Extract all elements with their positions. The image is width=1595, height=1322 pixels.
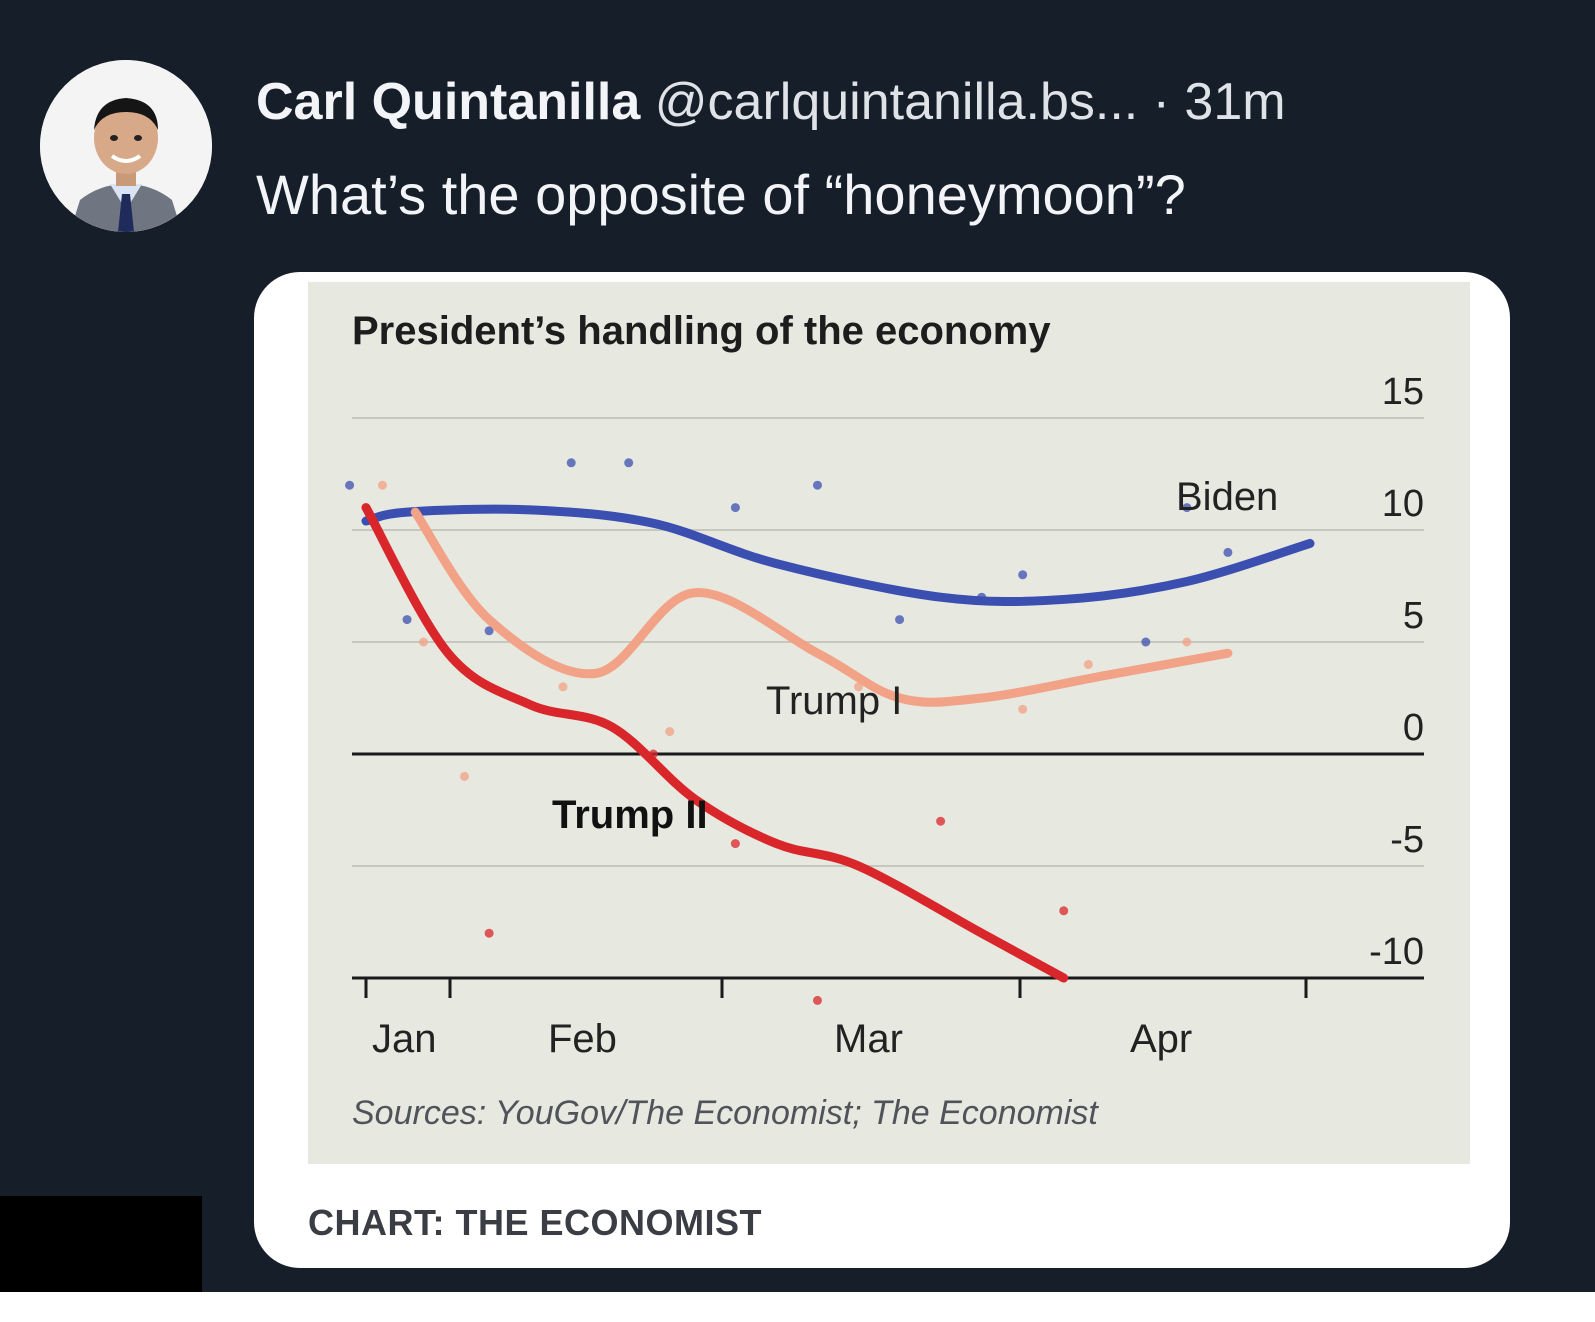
data-point-trump-ii [936, 816, 946, 826]
series-lines [361, 503, 1315, 983]
author-handle[interactable]: @carlquintanilla.bs... [654, 73, 1139, 131]
embedded-chart-card[interactable]: President’s handling of the economy 15 10… [254, 272, 1510, 1268]
series-label-biden: Biden [1176, 475, 1278, 519]
y-tick-label: 0 [1403, 707, 1424, 749]
series-line-trump-i [410, 507, 1233, 707]
series-label-trump-i: Trump I [766, 679, 902, 723]
x-tick-label: Feb [548, 1017, 617, 1061]
data-point-biden [484, 626, 494, 636]
y-tick-label: 10 [1382, 483, 1424, 525]
y-tick-label: -5 [1390, 819, 1424, 861]
data-point-biden [730, 503, 740, 513]
data-point-biden [1182, 503, 1192, 513]
data-point-biden [624, 458, 634, 468]
data-point-trump-ii [812, 995, 822, 1005]
data-point-biden [402, 615, 412, 625]
post-timestamp[interactable]: · 31m [1152, 73, 1286, 131]
x-axis-ticks: Jan Feb Mar Apr [364, 978, 1308, 1061]
economy-approval-chart: President’s handling of the economy 15 10… [345, 309, 1424, 1132]
grid-lines [352, 417, 1424, 980]
data-point-trump-i [665, 727, 675, 737]
chart-source: Sources: YouGov/The Economist; The Econo… [352, 1094, 1099, 1132]
edge-overlay [0, 1196, 202, 1296]
y-axis-ticks: 15 10 5 0 -5 -10 [1369, 371, 1424, 973]
data-point-trump-i [1018, 704, 1028, 714]
data-point-trump-i [854, 682, 864, 692]
post-header: Carl Quintanilla @carlquintanilla.bs... … [256, 70, 1286, 134]
avatar-portrait-icon [40, 60, 212, 232]
data-point-biden [1141, 637, 1151, 647]
scatter-dots [345, 458, 1233, 1005]
series-line-trump-ii [361, 503, 1069, 983]
author-name[interactable]: Carl Quintanilla [256, 73, 641, 131]
data-point-trump-ii [1059, 906, 1069, 916]
chart-title: President’s handling of the economy [352, 309, 1051, 353]
series-line-biden [361, 504, 1315, 607]
data-point-trump-i [418, 637, 428, 647]
data-point-biden [345, 480, 355, 490]
y-tick-label: 15 [1382, 371, 1424, 413]
data-point-biden [566, 458, 576, 468]
data-point-trump-i [460, 771, 470, 781]
data-point-biden [895, 615, 905, 625]
avatar[interactable] [40, 60, 212, 232]
series-label-trump-ii: Trump II [552, 793, 708, 837]
data-point-biden [812, 480, 822, 490]
data-point-trump-ii [730, 839, 740, 849]
card-footer-attribution: CHART: THE ECONOMIST [308, 1202, 762, 1243]
y-tick-label: -10 [1369, 931, 1424, 973]
y-tick-label: 5 [1403, 595, 1424, 637]
x-tick-label: Apr [1130, 1017, 1192, 1061]
data-point-trump-i [1083, 659, 1093, 669]
data-point-trump-i [1182, 637, 1192, 647]
post-text: What’s the opposite of “honeymoon”? [256, 163, 1186, 226]
data-point-trump-i [558, 682, 568, 692]
chart-image: President’s handling of the economy 15 10… [308, 282, 1470, 1164]
bottom-divider [0, 1292, 1595, 1322]
x-tick-label: Mar [834, 1017, 903, 1061]
data-point-trump-i [377, 480, 387, 490]
x-tick-label: Jan [372, 1017, 437, 1061]
data-point-biden [1018, 570, 1028, 580]
data-point-trump-ii [484, 928, 494, 938]
data-point-biden [1223, 547, 1233, 557]
